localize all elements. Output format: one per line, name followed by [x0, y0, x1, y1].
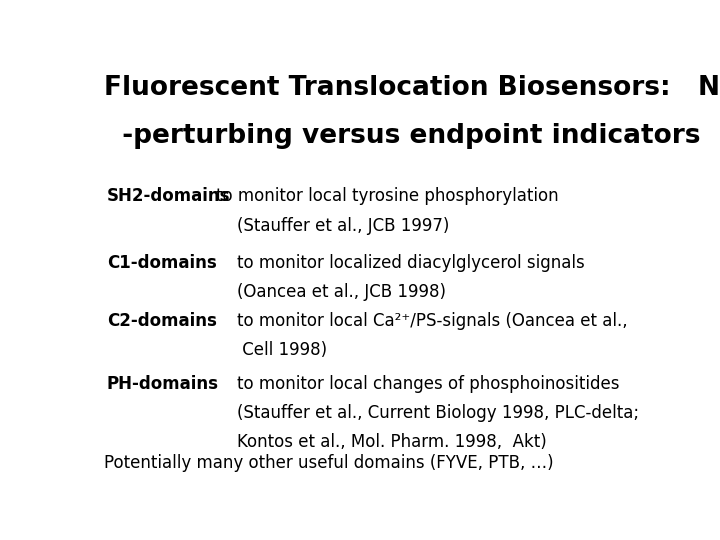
Text: PH-domains: PH-domains: [107, 375, 219, 393]
Text: (Oancea et al., JCB 1998): (Oancea et al., JCB 1998): [215, 283, 446, 301]
Text: Cell 1998): Cell 1998): [215, 341, 327, 359]
Text: -perturbing versus endpoint indicators: -perturbing versus endpoint indicators: [104, 123, 701, 149]
Text: SH2-domains: SH2-domains: [107, 187, 230, 205]
Text: (Stauffer et al., Current Biology 1998, PLC-delta;: (Stauffer et al., Current Biology 1998, …: [215, 404, 639, 422]
Text: to monitor local tyrosine phosphorylation: to monitor local tyrosine phosphorylatio…: [215, 187, 558, 205]
Text: C2-domains: C2-domains: [107, 312, 217, 330]
Text: (Stauffer et al., JCB 1997): (Stauffer et al., JCB 1997): [215, 217, 449, 234]
Text: to monitor local changes of phosphoinositides: to monitor local changes of phosphoinosi…: [215, 375, 619, 393]
Text: Potentially many other useful domains (FYVE, PTB, …): Potentially many other useful domains (F…: [104, 454, 554, 471]
Text: Kontos et al., Mol. Pharm. 1998,  Akt): Kontos et al., Mol. Pharm. 1998, Akt): [215, 433, 546, 451]
Text: C1-domains: C1-domains: [107, 254, 217, 272]
Text: Fluorescent Translocation Biosensors:   Non: Fluorescent Translocation Biosensors: No…: [104, 75, 720, 101]
Text: to monitor localized diacylglycerol signals: to monitor localized diacylglycerol sign…: [215, 254, 585, 272]
Text: to monitor local Ca²⁺/PS-signals (Oancea et al.,: to monitor local Ca²⁺/PS-signals (Oancea…: [215, 312, 627, 330]
